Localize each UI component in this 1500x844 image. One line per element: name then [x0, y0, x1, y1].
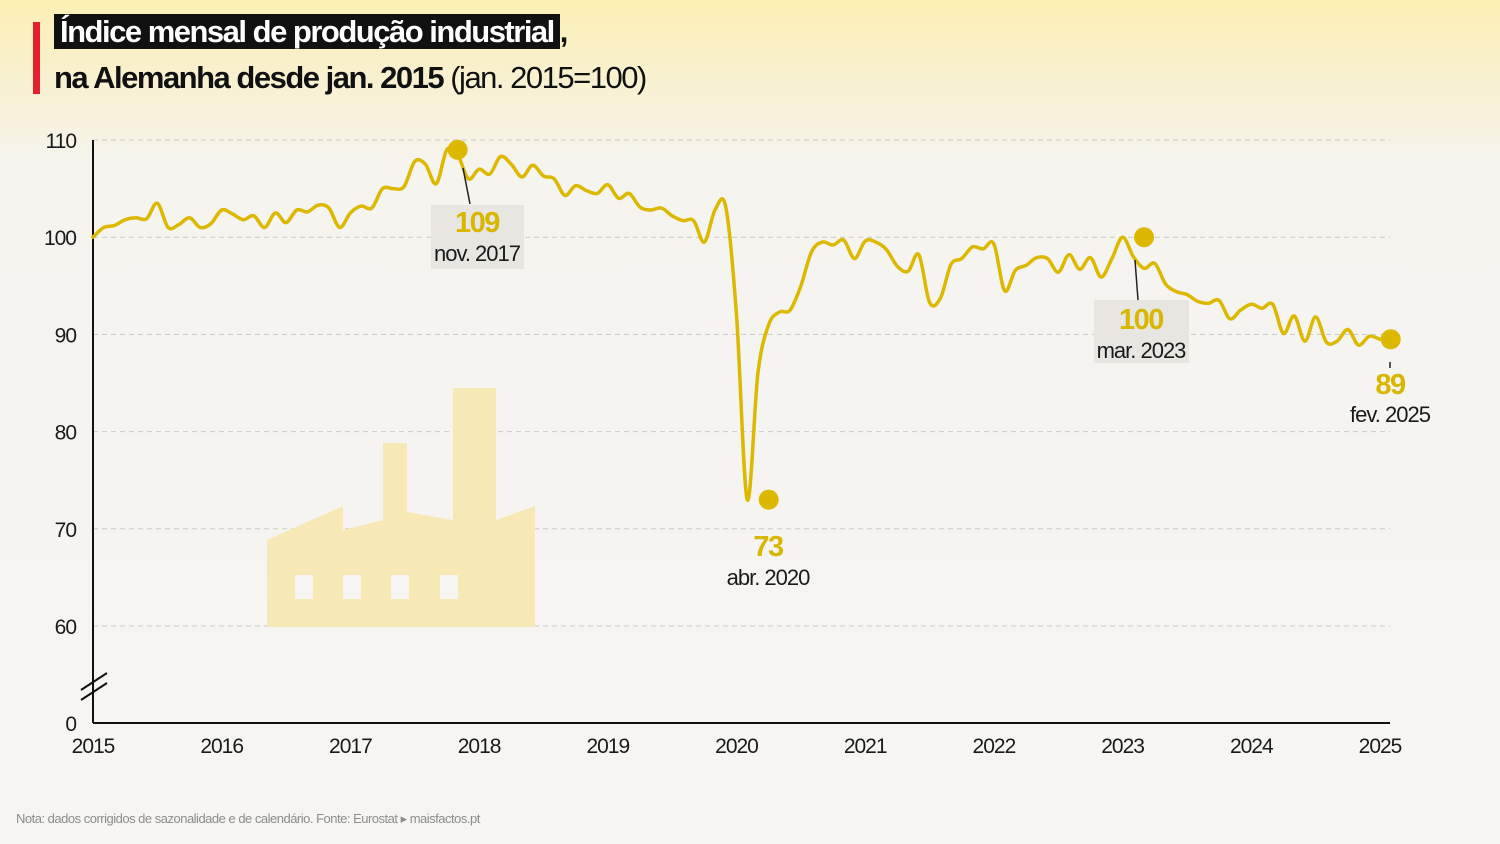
- annotation-box: [1094, 300, 1189, 363]
- annotation-point: [1380, 329, 1401, 350]
- series-line-0: [91, 146, 1382, 502]
- y-tick-90: 90: [55, 324, 77, 347]
- x-tick-2015: 2015: [72, 735, 115, 758]
- annotation-date: fev. 2025: [1350, 402, 1431, 427]
- annotation-value: 73: [753, 531, 784, 563]
- x-tick-2024: 2024: [1230, 735, 1274, 758]
- annotation-point: [447, 139, 468, 160]
- footnote-source: Nota: dados corrigidos de sazonalidade e…: [16, 811, 480, 826]
- x-tick-2018: 2018: [458, 735, 501, 758]
- y-axis-ticks: 0 60 70 80 90 100 110: [44, 130, 77, 736]
- x-tick-2022: 2022: [973, 735, 1016, 758]
- annotation-value: 89: [1375, 369, 1406, 401]
- y-tick-110: 110: [46, 130, 77, 153]
- annotation-leader: [1134, 259, 1139, 301]
- chart-title-comma: ,: [559, 14, 569, 49]
- chart-title-highlight: Índice mensal de produção industrial: [54, 14, 560, 49]
- y-tick-70: 70: [55, 519, 77, 542]
- x-tick-2025: 2025: [1359, 735, 1402, 758]
- annotation-point: [1134, 227, 1155, 248]
- annotation-date: nov. 2017: [434, 241, 521, 266]
- annotation-date: mar. 2023: [1097, 338, 1187, 363]
- annotation-leader: [462, 167, 471, 205]
- annotation-value: 100: [1119, 304, 1163, 336]
- title-accent-bar: [33, 22, 40, 94]
- chart-title-line2: na Alemanha desde jan. 2015 (jan. 2015=1…: [54, 60, 647, 96]
- annotation-point: [758, 489, 779, 510]
- axis-break-icon: [80, 672, 108, 701]
- annotation-date: abr. 2020: [727, 565, 811, 590]
- chart-subtitle: (jan. 2015=100): [450, 60, 647, 95]
- x-tick-2023: 2023: [1101, 735, 1144, 758]
- x-tick-2016: 2016: [200, 735, 243, 758]
- x-tick-2021: 2021: [844, 735, 887, 758]
- chart-title-part2: na Alemanha desde jan. 2015: [54, 60, 445, 95]
- y-tick-0: 0: [65, 713, 76, 736]
- y-tick-80: 80: [55, 422, 77, 445]
- x-tick-2017: 2017: [329, 735, 372, 758]
- y-tick-100: 100: [44, 227, 76, 250]
- chart-title-line1: Índice mensal de produção industrial,: [54, 14, 569, 50]
- annotation-box: [431, 205, 524, 269]
- annotation-value: 109: [455, 207, 500, 239]
- x-tick-2019: 2019: [586, 735, 629, 758]
- series-production-index: [91, 146, 1382, 502]
- x-axis-ticks: 2015 2016 2017 2018 2019 2020 2021 2022 2023 2024…: [72, 735, 1403, 758]
- y-tick-60: 60: [55, 616, 77, 639]
- x-tick-2020: 2020: [715, 735, 758, 758]
- factory-icon: [267, 388, 535, 627]
